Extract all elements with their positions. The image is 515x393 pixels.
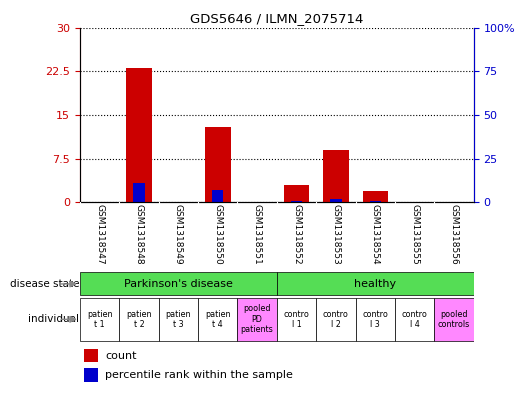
Text: patien
t 1: patien t 1 [87, 310, 112, 329]
Text: patien
t 3: patien t 3 [165, 310, 191, 329]
Bar [330, 199, 341, 202]
Bar [395, 298, 435, 341]
Text: Parkinson's disease: Parkinson's disease [124, 279, 233, 289]
Bar [284, 185, 310, 202]
Bar [84, 349, 97, 362]
Bar [355, 298, 395, 341]
Bar [198, 298, 237, 341]
Bar [316, 298, 356, 341]
Text: GSM1318555: GSM1318555 [410, 204, 419, 265]
Text: disease state: disease state [10, 279, 79, 289]
Bar [291, 201, 302, 202]
Bar [363, 191, 388, 202]
Title: GDS5646 / ILMN_2075714: GDS5646 / ILMN_2075714 [190, 12, 364, 25]
Text: patien
t 4: patien t 4 [205, 310, 231, 329]
Text: pooled
PD
patients: pooled PD patients [241, 305, 273, 334]
Bar [212, 190, 224, 202]
Text: GSM1318548: GSM1318548 [134, 204, 143, 265]
Text: GSM1318549: GSM1318549 [174, 204, 183, 265]
Text: pooled
controls: pooled controls [438, 310, 470, 329]
Text: GSM1318551: GSM1318551 [253, 204, 262, 265]
Text: contro
l 3: contro l 3 [363, 310, 388, 329]
Bar [277, 298, 316, 341]
Text: GSM1318556: GSM1318556 [450, 204, 458, 265]
Bar [237, 298, 277, 341]
Bar [323, 150, 349, 202]
Bar [119, 298, 159, 341]
Bar [159, 298, 198, 341]
Bar [370, 201, 381, 202]
Text: contro
l 2: contro l 2 [323, 310, 349, 329]
Text: contro
l 1: contro l 1 [284, 310, 310, 329]
Bar [435, 298, 474, 341]
Text: GSM1318552: GSM1318552 [292, 204, 301, 265]
Bar [80, 272, 277, 296]
Bar [80, 298, 119, 341]
Bar [126, 68, 152, 202]
Bar [84, 368, 97, 382]
Text: percentile rank within the sample: percentile rank within the sample [106, 370, 294, 380]
Text: healthy: healthy [354, 279, 397, 289]
Bar [277, 272, 474, 296]
Text: count: count [106, 351, 137, 361]
Text: individual: individual [28, 314, 79, 324]
Text: GSM1318550: GSM1318550 [213, 204, 222, 265]
Bar [205, 127, 231, 202]
Text: GSM1318553: GSM1318553 [332, 204, 340, 265]
Text: patien
t 2: patien t 2 [126, 310, 152, 329]
Text: contro
l 4: contro l 4 [402, 310, 427, 329]
Bar [133, 183, 145, 202]
Text: GSM1318554: GSM1318554 [371, 204, 380, 265]
Text: GSM1318547: GSM1318547 [95, 204, 104, 265]
